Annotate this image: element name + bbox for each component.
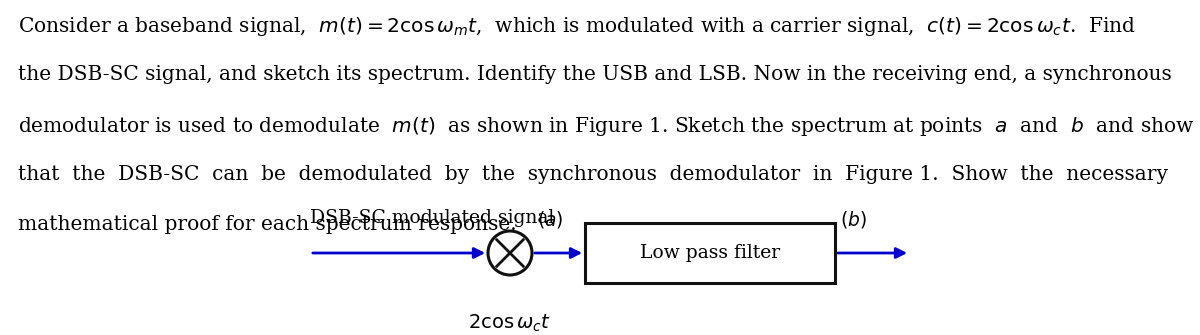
Text: Low pass filter: Low pass filter: [640, 244, 780, 262]
Text: demodulator is used to demodulate  $m(t)$  as shown in Figure 1. Sketch the spec: demodulator is used to demodulate $m(t)$…: [18, 115, 1195, 138]
Text: that  the  DSB-SC  can  be  demodulated  by  the  synchronous  demodulator  in  : that the DSB-SC can be demodulated by th…: [18, 165, 1168, 184]
Text: $(a)$: $(a)$: [538, 209, 564, 230]
Text: $2\cos\omega_c t$: $2\cos\omega_c t$: [468, 313, 552, 334]
Bar: [586, 223, 835, 283]
Text: the DSB-SC signal, and sketch its spectrum. Identify the USB and LSB. Now in the: the DSB-SC signal, and sketch its spectr…: [18, 65, 1171, 84]
Text: mathematical proof for each spectrum response.: mathematical proof for each spectrum res…: [18, 215, 517, 234]
Text: $(b)$: $(b)$: [840, 209, 866, 230]
Text: DSB-SC modulated signal: DSB-SC modulated signal: [310, 209, 554, 227]
Text: Consider a baseband signal,  $m(t)=2\cos\omega_m t$,  which is modulated with a : Consider a baseband signal, $m(t)=2\cos\…: [18, 15, 1136, 38]
